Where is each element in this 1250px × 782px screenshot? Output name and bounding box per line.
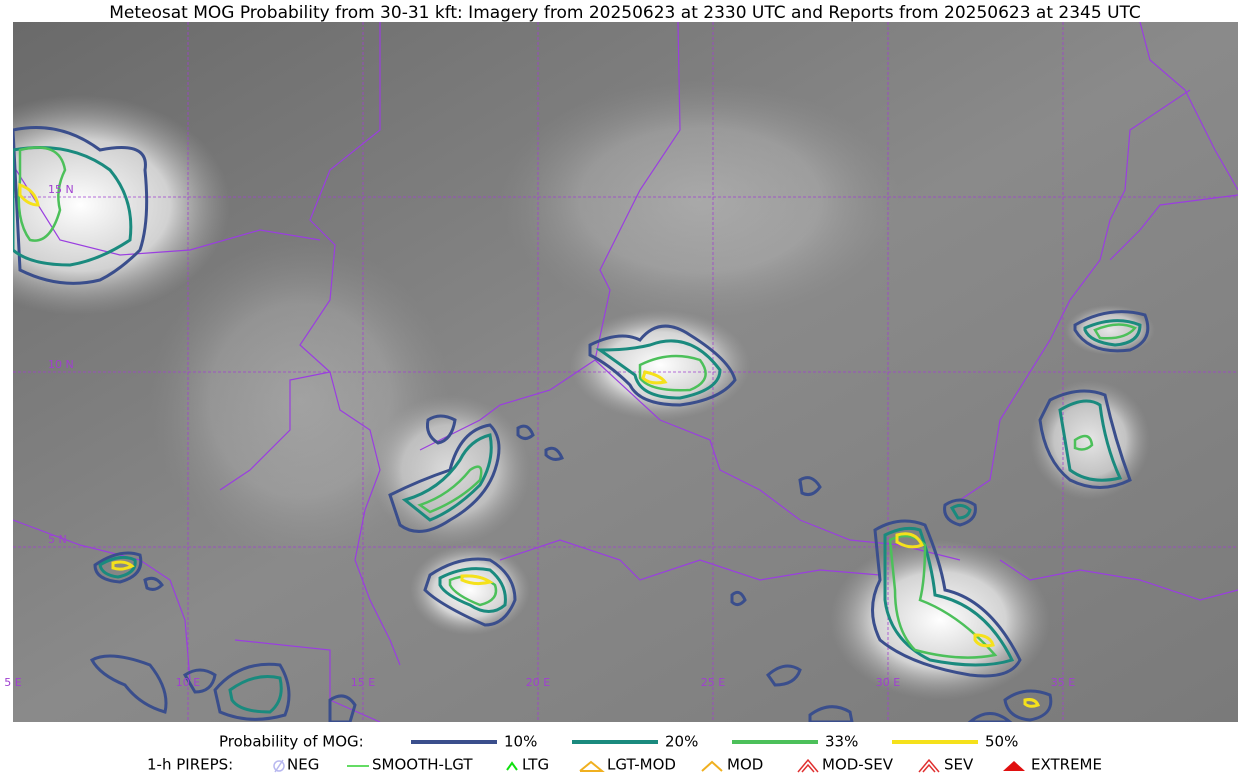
icon-lgt-mod xyxy=(579,760,605,772)
icon-mod xyxy=(701,760,723,772)
contours xyxy=(13,126,1150,722)
lat-label: 15 N xyxy=(48,183,74,196)
lon-label: 5 E xyxy=(4,676,21,689)
title: Meteosat MOG Probability from 30-31 kft:… xyxy=(109,3,1141,23)
icon-neg xyxy=(273,760,285,772)
legend-label: MOD xyxy=(727,756,763,774)
icon-mod-sev xyxy=(797,758,819,773)
lon-label: 35 E xyxy=(1051,676,1075,689)
lon-label: 30 E xyxy=(876,676,900,689)
graticule xyxy=(13,22,1238,722)
legend-label: 50% xyxy=(985,733,1018,751)
legend-label: 10% xyxy=(504,733,537,751)
legend-pireps: 1-h PIREPS: NEG SMOOTH-LGT LTG LGT-MOD M… xyxy=(147,756,1102,774)
icon-sev xyxy=(918,758,940,773)
borders xyxy=(13,22,1238,722)
lat-label: 10 N xyxy=(48,358,74,371)
icon-neg xyxy=(274,759,284,773)
lon-labels: 5 E 10 E 15 E 20 E 25 E 30 E 35 E xyxy=(4,676,1075,689)
lon-label: 25 E xyxy=(701,676,725,689)
legend-label: LGT-MOD xyxy=(607,756,676,774)
legend-label: 20% xyxy=(665,733,698,751)
lon-label: 15 E xyxy=(351,676,375,689)
map xyxy=(13,22,1238,722)
lon-label: 20 E xyxy=(526,676,550,689)
icon-ltg xyxy=(506,761,518,771)
icon-extreme xyxy=(1003,761,1025,771)
legend-title: 1-h PIREPS: xyxy=(147,756,233,774)
legend-label: SEV xyxy=(944,756,974,774)
legend-label: LTG xyxy=(522,756,549,774)
legend-label: MOD-SEV xyxy=(822,756,894,774)
legend-label: SMOOTH-LGT xyxy=(372,756,473,774)
lat-labels: 15 N 10 N 5 N xyxy=(48,183,74,546)
legend-probability: Probability of MOG: 10% 20% 33% 50% xyxy=(219,733,1018,751)
icon-mod-sev xyxy=(801,763,815,773)
lon-label: 10 E xyxy=(176,676,200,689)
icon-sev xyxy=(922,763,936,773)
legend-title: Probability of MOG: xyxy=(219,733,364,751)
legend-label: EXTREME xyxy=(1031,756,1102,774)
lat-label: 5 N xyxy=(48,533,67,546)
legend-label: NEG xyxy=(287,756,319,774)
legend-label: 33% xyxy=(825,733,858,751)
